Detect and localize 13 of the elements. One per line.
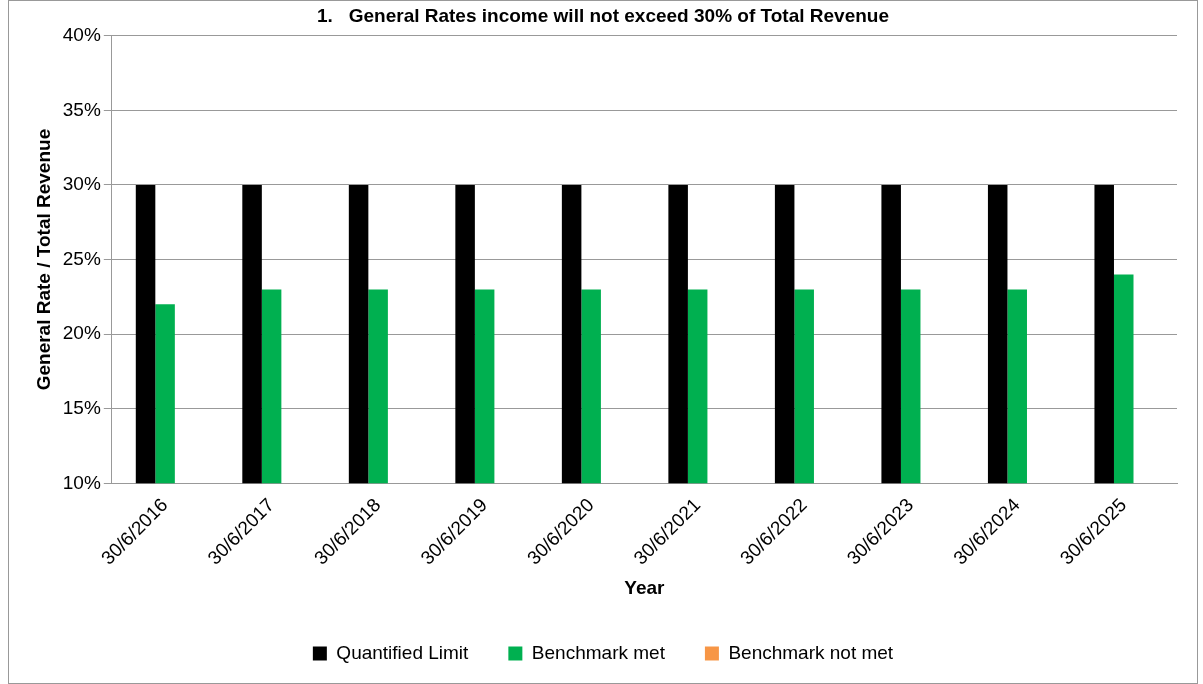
y-tick-label: 40% [62, 24, 101, 46]
legend-label: Quantified Limit [336, 641, 470, 663]
y-tick-label: 20% [62, 322, 101, 344]
chart-title: 1. General Rates income will not exceed 30% of Total Revenue [317, 4, 889, 26]
y-tick-label: 25% [62, 247, 101, 269]
y-tick-label: 35% [62, 98, 101, 120]
y-tick-label: 15% [62, 396, 101, 418]
legend-label: Benchmark not met [728, 641, 894, 663]
x-axis-title: Year [624, 576, 666, 598]
y-tick-label: 10% [62, 471, 101, 493]
legend-label: Benchmark met [531, 641, 666, 663]
y-axis-title: General Rate / Total Revenue [32, 128, 54, 391]
y-tick-label: 30% [62, 173, 101, 195]
